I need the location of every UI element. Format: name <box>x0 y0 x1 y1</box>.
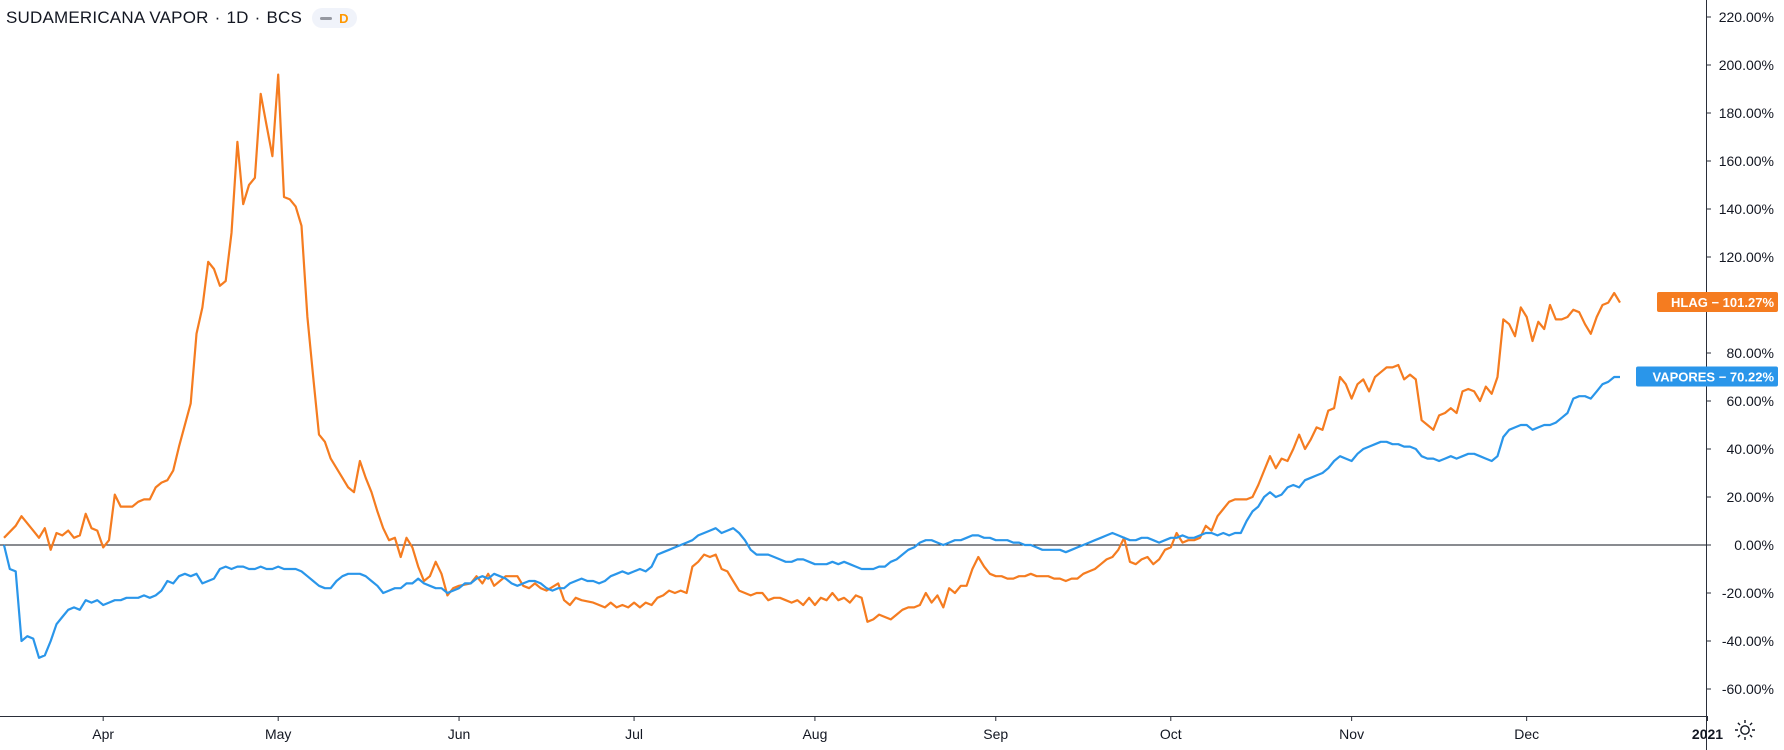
y-tick-label: -40.00% <box>1722 633 1774 649</box>
last-value-label-vapores: VAPORES − 70.22% <box>1652 369 1774 384</box>
x-tick-label: Nov <box>1339 726 1364 742</box>
y-tick-label: 140.00% <box>1719 201 1774 217</box>
x-tick-label: May <box>265 726 291 742</box>
x-tick-label: 2021 <box>1692 726 1723 742</box>
x-tick-label: Aug <box>802 726 827 742</box>
exchange-label: BCS <box>266 8 303 27</box>
x-tick-label: Oct <box>1160 726 1182 742</box>
y-tick-label: 160.00% <box>1719 153 1774 169</box>
gear-icon[interactable] <box>1732 717 1758 743</box>
y-tick-label: -20.00% <box>1722 585 1774 601</box>
y-tick-label: 20.00% <box>1727 489 1774 505</box>
y-tick-label: -60.00% <box>1722 681 1774 697</box>
legend-separator: · <box>214 8 221 27</box>
y-tick-label: 220.00% <box>1719 9 1774 25</box>
last-value-badge-hlag <box>1657 291 1778 312</box>
x-tick-label: Sep <box>983 726 1008 742</box>
y-tick-label: 120.00% <box>1719 249 1774 265</box>
series-line-hlag <box>3 73 1621 623</box>
last-value-label-hlag: HLAG − 101.27% <box>1671 295 1774 310</box>
interval-label[interactable]: 1D <box>226 8 249 27</box>
x-tick-label: Jul <box>625 726 643 742</box>
x-tick-label: Apr <box>92 726 114 742</box>
y-tick-label: 200.00% <box>1719 57 1774 73</box>
data-status-badge[interactable]: D <box>312 8 357 28</box>
last-value-badge-vapores <box>1636 366 1778 387</box>
y-tick-label: 80.00% <box>1727 345 1774 361</box>
y-tick-label: 60.00% <box>1727 393 1774 409</box>
y-tick-label: 180.00% <box>1719 105 1774 121</box>
x-tick-label: Jun <box>448 726 471 742</box>
dash-icon <box>320 16 333 20</box>
plot-area <box>0 73 1706 659</box>
series-line-vapores <box>2 375 1620 659</box>
chart-legend[interactable]: SUDAMERICANA VAPOR · 1D · BCS D <box>6 8 357 28</box>
y-tick-label: 0.00% <box>1734 537 1774 553</box>
delayed-badge-letter: D <box>339 10 349 26</box>
symbol-name: SUDAMERICANA VAPOR <box>6 8 209 27</box>
y-tick-label: 40.00% <box>1727 441 1774 457</box>
legend-separator-2: · <box>254 8 261 27</box>
x-tick-label: Dec <box>1514 726 1539 742</box>
